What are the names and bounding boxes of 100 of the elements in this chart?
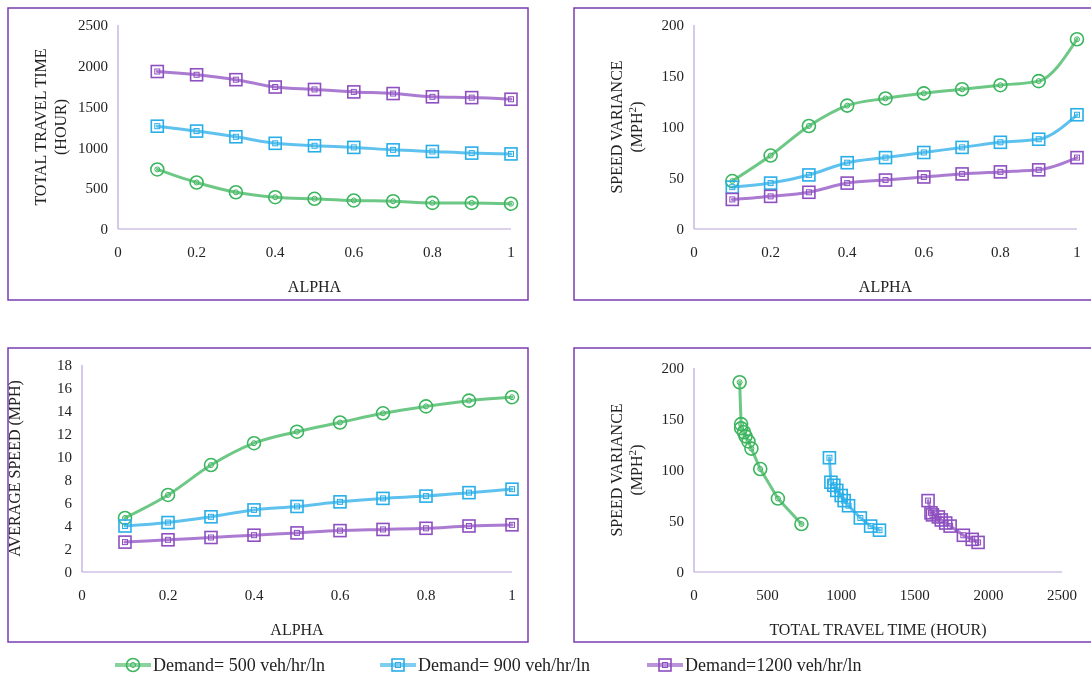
x-tick-label: 0.2 [158, 587, 178, 603]
point [725, 192, 740, 207]
point [763, 148, 778, 163]
y-tick-label: 1500 [78, 98, 108, 115]
y-tick-label: 150 [661, 411, 684, 428]
point [505, 482, 519, 496]
y-tick-label: 16 [57, 380, 73, 397]
point [839, 98, 855, 113]
point [385, 193, 401, 209]
x-tick-label: 0.6 [914, 244, 934, 260]
y-tick-label: 0 [676, 221, 684, 238]
point [916, 86, 932, 101]
point [738, 429, 753, 444]
point [118, 519, 132, 533]
x-tick-label: 1 [507, 244, 515, 260]
point [1070, 150, 1084, 165]
point [917, 170, 931, 184]
point [118, 535, 132, 549]
x-tick-label: 0.4 [244, 587, 264, 603]
point [763, 189, 778, 204]
point [741, 434, 756, 449]
point [150, 119, 165, 133]
point [229, 72, 243, 87]
point [943, 519, 957, 533]
point [801, 118, 817, 134]
point [333, 495, 347, 509]
point [752, 461, 768, 477]
point [822, 450, 837, 465]
point [204, 530, 218, 545]
point [462, 519, 476, 533]
point [307, 191, 322, 207]
point [1070, 107, 1084, 122]
point [732, 374, 747, 390]
point [965, 532, 980, 547]
legend-label: Demand= 500 veh/hr/ln [153, 655, 326, 676]
y-axis-title: AVERAGE SPEED (MPH) [6, 380, 24, 557]
y-axis-title: TOTAL TRAVEL TIME (HOUR) [32, 48, 70, 206]
x-tick-label: 0.6 [344, 244, 364, 260]
y-tick-label: 0 [676, 564, 684, 581]
y-tick-label: 50 [669, 170, 684, 187]
point [418, 399, 434, 414]
y-tick-label: 14 [57, 403, 73, 420]
x-tick-label: 0.8 [991, 244, 1010, 260]
x-tick-label: 0 [690, 244, 698, 260]
legend-label: Demand= 900 veh/hr/ln [418, 655, 591, 676]
y-tick-label: 18 [57, 357, 72, 374]
point [504, 92, 518, 107]
point [203, 457, 219, 473]
point [725, 180, 740, 194]
x-tick-label: 0 [114, 244, 122, 260]
x-axis-title: ALPHA [287, 278, 342, 295]
point [268, 80, 282, 94]
point [464, 146, 479, 160]
legend-label: Demand=1200 veh/hr/ln [685, 655, 862, 676]
x-tick-label: 0.2 [187, 244, 206, 260]
y-tick-label: 100 [661, 462, 684, 479]
point [150, 64, 165, 79]
point [333, 523, 347, 538]
y-tick-label: 0 [100, 221, 108, 238]
point [917, 145, 931, 160]
point [290, 499, 304, 514]
x-tick-label: 1000 [826, 587, 857, 603]
y-tick-label: 500 [85, 180, 108, 197]
point [161, 515, 175, 530]
point [1069, 31, 1085, 47]
point [161, 533, 175, 547]
point [347, 85, 361, 99]
y-tick-label: 10 [57, 449, 72, 466]
point [290, 526, 304, 540]
x-tick-label: 0.4 [837, 244, 858, 260]
point [229, 129, 243, 144]
point [189, 175, 204, 190]
y-tick-label: 2 [64, 541, 72, 558]
x-tick-label: 0.2 [761, 244, 780, 260]
point [332, 415, 348, 430]
point [386, 86, 400, 101]
point [346, 193, 362, 208]
point [247, 528, 261, 542]
point [504, 147, 518, 161]
point [117, 510, 133, 526]
point [938, 516, 953, 530]
point [863, 519, 878, 533]
point [347, 140, 361, 155]
x-tick-label: 0 [690, 587, 698, 603]
point [189, 124, 204, 138]
point [763, 176, 778, 190]
point [419, 521, 433, 536]
point [802, 168, 816, 182]
y-tick-label: 100 [661, 119, 684, 136]
point [955, 167, 969, 181]
y-tick-label: 1000 [78, 139, 108, 156]
point [841, 498, 856, 513]
point [160, 487, 176, 503]
point [993, 77, 1008, 93]
point [461, 393, 477, 408]
point [971, 535, 985, 550]
point [375, 406, 391, 421]
y-tick-label: 50 [669, 513, 684, 530]
x-tick-label: 2500 [1047, 587, 1077, 603]
point [955, 140, 969, 155]
